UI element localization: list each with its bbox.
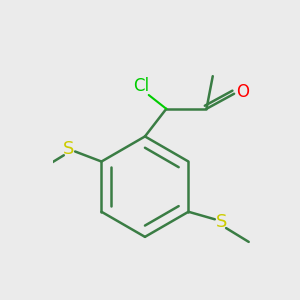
Text: Cl: Cl [133,77,149,95]
Text: S: S [215,213,227,231]
Text: O: O [236,83,249,101]
Text: S: S [63,140,74,158]
